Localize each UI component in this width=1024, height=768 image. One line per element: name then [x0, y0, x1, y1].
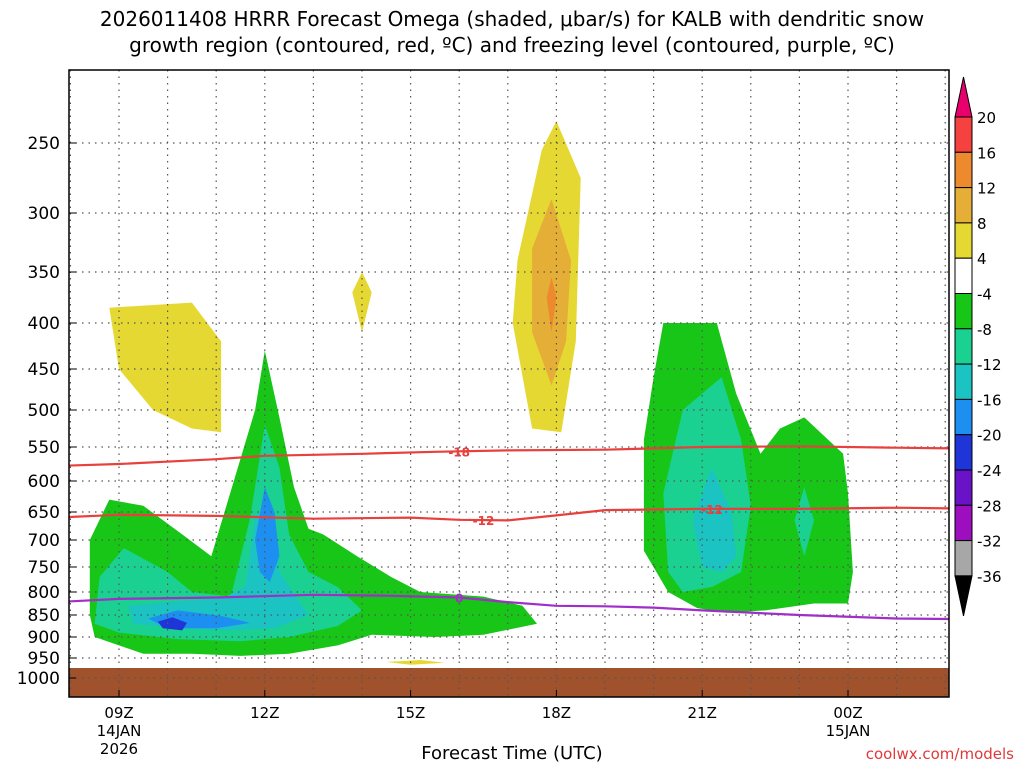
colorbar-label: -8 — [977, 321, 992, 339]
colorbar-swatch — [954, 398, 973, 436]
omega-region — [692, 467, 737, 572]
omega-region — [157, 617, 187, 631]
y-tick-label: 250 — [28, 134, 60, 154]
y-tick-label: 750 — [28, 558, 60, 578]
x-axis-label: Forecast Time (UTC) — [421, 743, 603, 764]
colorbar-swatch — [954, 116, 973, 153]
colorbar-swatch — [954, 151, 973, 189]
colorbar-min-arrow — [954, 575, 973, 617]
omega-region — [89, 350, 538, 656]
omega-region — [80, 662, 265, 670]
colorbar-label: 4 — [977, 250, 987, 268]
omega-region — [94, 424, 362, 642]
contour-label: -12 — [701, 503, 723, 517]
y-tick-label: 950 — [28, 649, 60, 669]
contour-label: -12 — [473, 514, 495, 528]
y-tick-label: 1000 — [17, 669, 60, 689]
colorbar-label: 20 — [977, 109, 996, 127]
colorbar-swatch — [954, 504, 973, 542]
omega-region — [595, 537, 615, 562]
contour-line — [69, 593, 949, 621]
colorbar-label: -4 — [977, 286, 992, 304]
colorbar-swatch — [954, 363, 973, 400]
colorbar-swatch — [954, 434, 973, 471]
colorbar-label: -16 — [977, 391, 1002, 409]
credit-link[interactable]: coolwx.com/models — [865, 745, 1014, 763]
colorbar-label: 16 — [977, 144, 996, 162]
colorbar-swatch — [954, 187, 973, 224]
x-tick-label: 15Z — [396, 704, 425, 722]
x-tick-year: 2026 — [100, 740, 138, 758]
colorbar-label: -32 — [977, 533, 1002, 551]
y-tick-label: 500 — [28, 401, 60, 421]
colorbar-label: -36 — [977, 568, 1002, 586]
omega-region — [702, 660, 916, 670]
x-tick-label: 09Z — [104, 704, 133, 722]
x-tick-date: 14JAN — [97, 722, 142, 740]
colorbar-swatch — [954, 469, 973, 506]
y-tick-label: 300 — [28, 204, 60, 224]
chart-title-line2: growth region (contoured, red, ºC) and f… — [129, 33, 895, 57]
colorbar-swatch — [954, 540, 973, 577]
y-tick-label: 450 — [28, 360, 60, 380]
y-tick-label: 900 — [28, 628, 60, 648]
omega-region — [386, 660, 445, 665]
colorbar-swatch — [954, 257, 973, 295]
plot-frame — [68, 69, 950, 698]
colorbar-swatch — [954, 222, 973, 259]
colorbar: 20 16 12 8 4 -4 -8 -12 -16 -20 -24 -28 -32 -36 — [954, 76, 1002, 617]
omega-region — [794, 487, 814, 557]
omega-region — [546, 610, 571, 644]
omega-region — [289, 70, 654, 468]
y-tick-label: 650 — [28, 503, 60, 523]
y-tick-label: 350 — [28, 263, 60, 283]
x-tick-label: 18Z — [542, 704, 571, 722]
colorbar-swatch — [954, 328, 973, 365]
x-tick-date: 15JAN — [826, 722, 871, 740]
colorbar-label: -20 — [977, 427, 1002, 445]
colorbar-swatch — [954, 293, 973, 330]
x-tick-label: 21Z — [688, 704, 717, 722]
omega-region — [546, 277, 557, 333]
contour-line — [69, 506, 949, 522]
colorbar-label: -24 — [977, 462, 1002, 480]
contour-label: 0 — [455, 592, 463, 606]
x-tick-label: 12Z — [250, 704, 279, 722]
y-tick-label: 700 — [28, 531, 60, 551]
contour-label: -18 — [448, 445, 470, 459]
colorbar-label: 12 — [977, 180, 996, 198]
y-tick-label: 800 — [28, 583, 60, 603]
colorbar-label: -28 — [977, 497, 1002, 515]
contour-line — [69, 445, 949, 467]
y-tick-label: 400 — [28, 314, 60, 334]
y-tick-label: 550 — [28, 438, 60, 458]
colorbar-label: -12 — [977, 356, 1002, 374]
omega-region — [109, 302, 222, 433]
y-tick-label: 850 — [28, 606, 60, 626]
colorbar-max-arrow — [954, 76, 973, 118]
y-tick-label: 600 — [28, 472, 60, 492]
colorbar-label: 8 — [977, 215, 987, 233]
x-tick-label: 00Z — [833, 704, 862, 722]
chart-title-line1: 2026011408 HRRR Forecast Omega (shaded, … — [99, 7, 925, 31]
omega-region — [255, 487, 280, 582]
omega-region — [352, 272, 372, 333]
ground-layer — [69, 668, 949, 697]
